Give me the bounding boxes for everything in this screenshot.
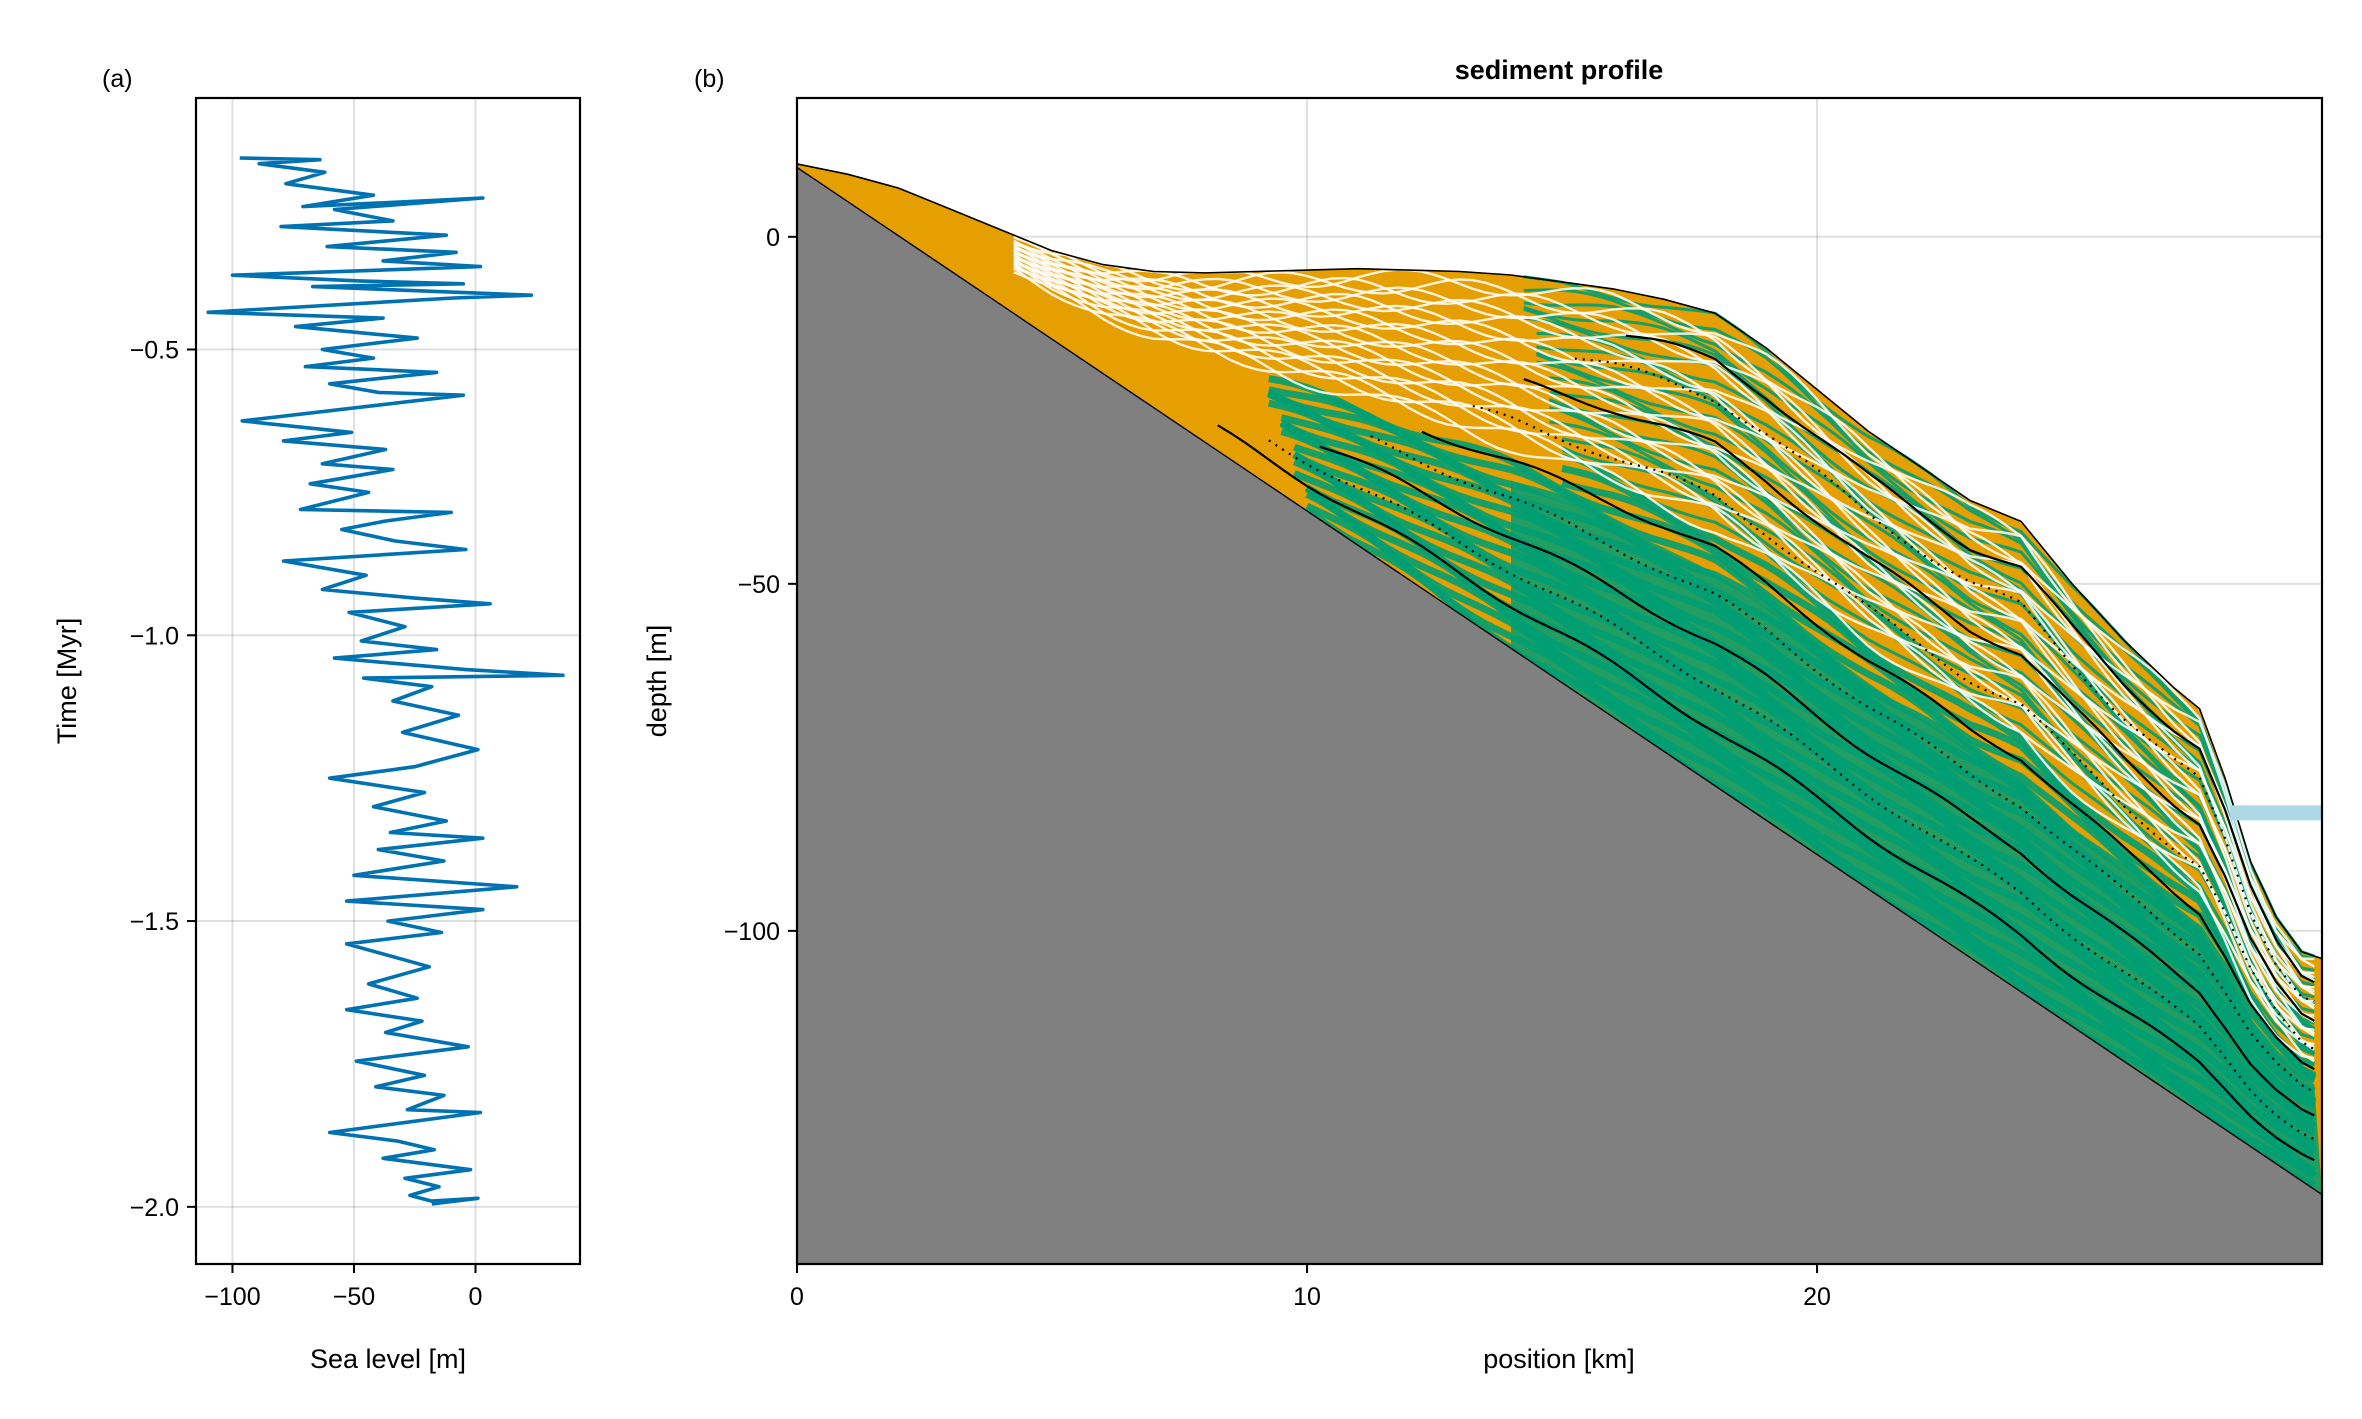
panel-b-x-tick-label: 0 (790, 1283, 804, 1311)
time-boundary-solid (1217, 424, 2315, 1162)
panel-a: (a) −100 −50 0 −2.0 −1.5 −1.0 −0.5 Sea level … (52, 65, 582, 1374)
panel-a-x-ticks: −100 −50 0 (204, 1264, 482, 1311)
panel-b-x-tick-label: 10 (1293, 1283, 1321, 1311)
sediment-surface-line (797, 163, 2322, 960)
panel-a-x-tick-label: −50 (333, 1283, 375, 1311)
hiatus-line (1013, 248, 2315, 996)
panel-b-y-ticks: 0 −50 −100 (724, 224, 797, 946)
time-boundary-solid (1319, 445, 2315, 1117)
panel-b-x-ticks: 0 10 20 (790, 1264, 1831, 1311)
panel-b-y-axis-label: depth [m] (642, 625, 672, 738)
hiatus-line (1013, 266, 2315, 1049)
panel-b-y-tick-label: −100 (724, 918, 780, 946)
hiatus-line (1013, 245, 2315, 1003)
panel-a-y-axis-label: Time [Myr] (52, 618, 82, 744)
hiatus-line (1013, 258, 2315, 1024)
sediment-green-layer (1561, 479, 2316, 1079)
panel-b-plot-area (797, 163, 2322, 1264)
hiatus-line (1013, 261, 2315, 1035)
bedrock-top-line (797, 166, 2322, 1196)
panel-a-y-ticks: −2.0 −1.5 −1.0 −0.5 (130, 336, 196, 1222)
bedrock-fill (797, 167, 2322, 1264)
panel-a-y-tick-label: −1.5 (130, 908, 179, 936)
hiatus-line (1013, 259, 2315, 1046)
panel-b: (b) sediment profile 0 10 20 0 −50 −100 posi… (642, 55, 2324, 1374)
sediment-green-fill (1511, 480, 2322, 1195)
panel-a-frame (194, 96, 582, 1266)
hiatus-line (1013, 242, 2315, 979)
panel-a-label: (a) (102, 65, 133, 93)
time-boundary-solid (1523, 378, 2315, 1022)
panel-a-x-tick-label: −100 (204, 1283, 260, 1311)
panel-b-y-tick-label: 0 (766, 224, 780, 252)
hiatus-line (1013, 262, 2315, 1038)
hiatus-line (1013, 240, 2315, 989)
hiatus-line (1013, 239, 2315, 968)
panel-b-frame (795, 96, 2324, 1266)
panel-b-label: (b) (694, 65, 725, 93)
panel-b-x-tick-label: 20 (1803, 1283, 1831, 1311)
sediment-green-layer (1561, 437, 2315, 1051)
time-boundary-dotted (1574, 357, 2315, 1003)
sediment-green-layer (1536, 360, 2315, 1006)
panel-a-plot-area (206, 156, 565, 1206)
sediment-green-layer (1535, 351, 2315, 1006)
hiatus-line (1013, 253, 2315, 1010)
sediment-green-layer (1548, 398, 2316, 1031)
time-boundary-dotted (1370, 435, 2315, 1094)
hiatus-line (1013, 250, 2315, 1017)
time-boundary-solid (1625, 334, 2315, 984)
hiatus-line (1013, 255, 2315, 1031)
panel-a-y-tick-label: −1.0 (130, 622, 179, 650)
hiatus-line (1013, 256, 2315, 1021)
sediment-green-layer (1523, 288, 2315, 961)
panel-a-x-tick-label: 0 (469, 1283, 483, 1311)
panel-b-y-tick-label: −50 (738, 571, 780, 599)
time-boundary-solid (1421, 430, 2315, 1071)
hiatus-line (1013, 267, 2315, 1051)
hiatus-line (1013, 264, 2315, 1060)
hiatus-line (1013, 271, 2315, 1063)
sediment-green-layer (1535, 353, 2316, 1006)
panel-b-title: sediment profile (1455, 55, 1664, 85)
panel-a-y-tick-label: −0.5 (130, 336, 179, 364)
sediment-green-layer (1549, 376, 2315, 1014)
sea-level-curve (206, 156, 565, 1206)
hiatus-line (1013, 244, 2315, 982)
panel-b-x-axis-label: position [km] (1483, 1344, 1635, 1374)
panel-a-y-tick-label: −2.0 (130, 1194, 179, 1222)
panel-a-x-axis-label: Sea level [m] (310, 1344, 466, 1374)
time-boundary-dotted (1268, 439, 2315, 1141)
